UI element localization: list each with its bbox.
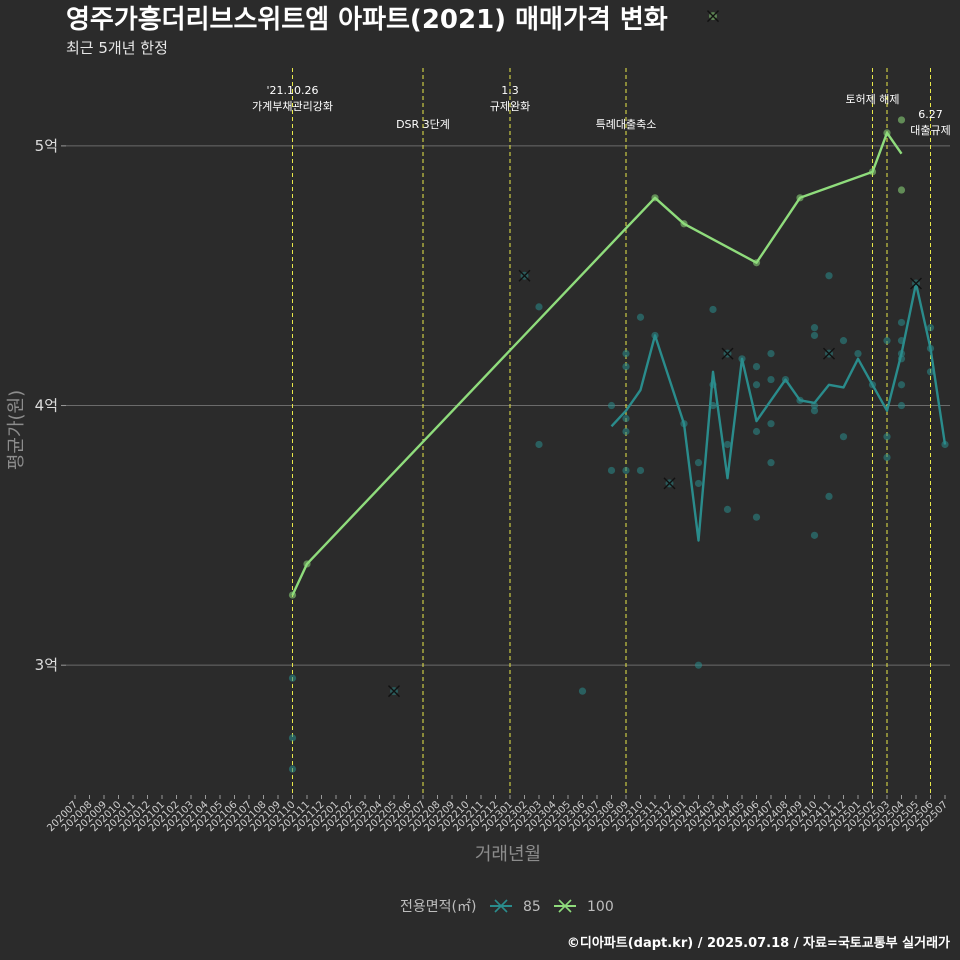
data-point-85: [767, 459, 775, 467]
data-point-85: [767, 350, 775, 358]
legend-label: 85: [523, 899, 541, 915]
data-point-85: [288, 674, 297, 682]
data-point-85: [607, 401, 616, 410]
y-tick-label: 3억: [35, 656, 58, 674]
event-label: 특례대출축소: [596, 118, 657, 131]
data-point-85: [854, 350, 862, 358]
data-point-100: [897, 186, 906, 194]
data-point-85: [622, 427, 630, 436]
data-point-85: [810, 531, 819, 539]
series-line-100: [291, 131, 903, 596]
data-point-85: [622, 466, 630, 475]
source-caption: ©디아파트(dapt.kr) / 2025.07.18 / 자료=국토교통부 실…: [567, 935, 950, 951]
data-point-85: [288, 734, 297, 742]
event-label: '21.10.26: [266, 84, 318, 97]
data-point-85: [723, 440, 732, 449]
single-deal-marker-85: [721, 347, 734, 360]
event-label: 대출규제: [910, 124, 950, 137]
event-label: 1.3: [501, 84, 519, 97]
data-point-85: [622, 362, 630, 371]
series-100: [288, 10, 906, 599]
chart-title: 영주가흥더리브스위트엠 아파트(2021) 매매가격 변화: [66, 5, 668, 35]
data-point-85: [535, 440, 543, 449]
data-point-85: [839, 433, 848, 441]
data-point-85: [694, 479, 703, 488]
data-point-85: [883, 337, 891, 345]
data-point-85: [767, 375, 775, 384]
data-point-85: [752, 427, 761, 436]
data-point-85: [767, 420, 775, 428]
single-deal-marker-85: [518, 269, 531, 282]
data-point-85: [839, 337, 848, 345]
data-point-85: [607, 466, 616, 475]
data-point-85: [810, 331, 819, 340]
single-deal-marker-85: [910, 277, 922, 290]
event-label: DSR 3단계: [396, 118, 450, 131]
data-point-85: [636, 466, 645, 475]
chart-subtitle: 최근 5개년 한정: [66, 39, 168, 57]
data-point-85: [636, 313, 645, 321]
legend-title: 전용면적(㎡): [400, 899, 476, 915]
single-deal-marker-85: [388, 685, 400, 698]
data-point-85: [709, 305, 717, 314]
data-point-85: [825, 272, 833, 280]
series-line-85: [610, 282, 947, 542]
data-point-85: [752, 513, 761, 521]
data-point-85: [535, 303, 543, 311]
series-85: [288, 269, 949, 773]
x-axis-label: 거래년월: [475, 844, 541, 865]
legend-label: 100: [587, 899, 614, 915]
single-deal-marker-85: [663, 477, 676, 490]
data-point-85: [897, 318, 906, 327]
data-point-85: [622, 414, 630, 423]
data-point-85: [897, 381, 906, 389]
data-point-85: [810, 324, 819, 332]
y-tick-label: 5억: [35, 137, 58, 155]
data-point-85: [723, 505, 732, 513]
data-point-85: [810, 407, 819, 415]
single-deal-marker-100: [707, 10, 719, 23]
y-tick-label: 4억: [35, 397, 58, 415]
data-point-100: [897, 116, 906, 124]
data-point-85: [694, 661, 703, 669]
legend: 전용면적(㎡) 85 100: [400, 899, 614, 915]
data-point-85: [897, 401, 906, 410]
data-point-85: [752, 381, 761, 389]
event-label: 가계부채관리강화: [252, 100, 333, 113]
single-deal-marker-85: [823, 347, 835, 360]
event-label: 규제완화: [490, 100, 530, 113]
data-point-85: [825, 492, 833, 501]
legend-key-marker: [558, 899, 572, 913]
data-point-85: [883, 453, 891, 462]
legend-key-marker: [494, 899, 508, 913]
data-point-85: [622, 350, 630, 358]
event-label: 6.27: [918, 108, 943, 121]
data-point-85: [883, 433, 891, 441]
data-point-85: [578, 687, 587, 695]
gridlines: [66, 145, 950, 666]
event-label: 토허제 해제: [845, 92, 899, 106]
y-axis-label: 평균가(원): [6, 390, 27, 470]
data-point-85: [288, 765, 297, 773]
data-point-85: [752, 362, 761, 371]
data-point-85: [694, 459, 703, 467]
data-point-85: [926, 368, 935, 376]
y-axis: 3억 4억 5억: [35, 137, 66, 674]
data-series: [288, 10, 949, 773]
data-point-85: [926, 324, 935, 332]
